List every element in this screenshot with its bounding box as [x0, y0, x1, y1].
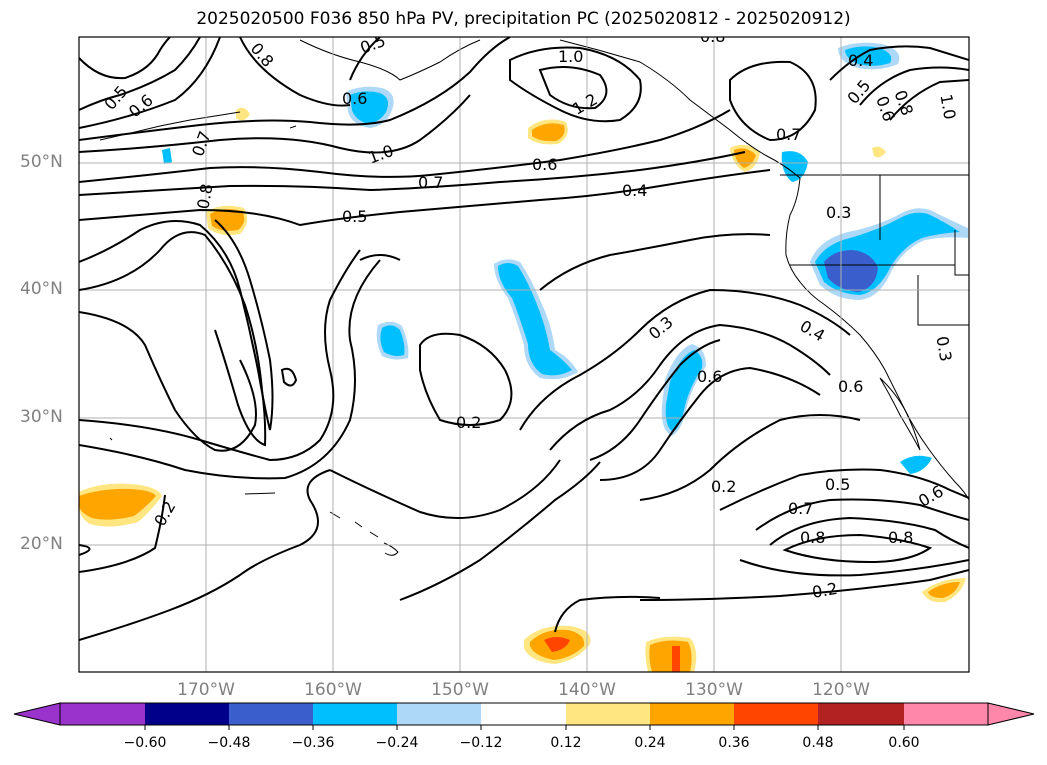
- colorbar-segment: [650, 703, 734, 725]
- colorbar-tick-label: −0.48: [207, 735, 251, 751]
- colorbar-segment: [397, 703, 481, 725]
- pv-contours: [79, 37, 969, 641]
- contour-label: 0.5: [342, 207, 367, 226]
- contour-label: 0.4: [848, 51, 873, 70]
- contour-label: 1.0: [936, 93, 959, 121]
- precip-negative-region: [900, 455, 932, 474]
- colorbar-segment: [145, 703, 229, 725]
- lon-label: 130°W: [685, 680, 743, 700]
- colorbar-segment: [904, 703, 988, 725]
- colorbar-tick-label: 0.48: [802, 735, 834, 751]
- contour-label: 0.2: [456, 413, 481, 432]
- contour-label: 0.6: [697, 367, 722, 386]
- contour-label: 0.6: [342, 89, 367, 108]
- contour-label: 0.8: [888, 528, 913, 547]
- colorbar-tick-label: −0.60: [123, 735, 167, 751]
- colorbar-tick-label: −0.12: [459, 735, 503, 751]
- precip-positive-region: [649, 640, 692, 672]
- precip-positive-region: [928, 582, 960, 598]
- precip-negative-region: [498, 263, 572, 376]
- lon-label: 160°W: [304, 680, 362, 700]
- precip-positive-region: [672, 646, 680, 672]
- precip-positive-region: [872, 146, 886, 158]
- precip-negative-region: [665, 350, 703, 432]
- coastlines: [99, 39, 969, 556]
- colorbar-segment: [818, 703, 904, 725]
- contour-label: 0.7: [418, 173, 443, 192]
- lat-label: 20°N: [20, 534, 63, 554]
- colorbar-tick-label: 0.12: [550, 735, 582, 751]
- colorbar-segment: [60, 703, 145, 725]
- colorbar-tick-label: 0.24: [634, 735, 666, 751]
- colorbar-segment: [481, 703, 566, 725]
- contour-label: 0.8: [700, 27, 725, 46]
- contour-label: 0.6: [532, 155, 557, 174]
- contour-label: 0.4: [622, 181, 647, 200]
- contour-label: 1.0: [558, 47, 583, 66]
- colorbar-outline: [59, 702, 989, 726]
- map-plot-area: 0.5 0.6 0.8 0.7 0.6 0.5 1.0 1.2 0.8 0.4 …: [79, 27, 969, 672]
- colorbar-segment: [229, 703, 313, 725]
- colorbar-segment: [313, 703, 397, 725]
- precip-positive-region: [79, 488, 156, 520]
- precip-negative-region: [781, 151, 808, 182]
- contour-label: 0.7: [788, 499, 813, 518]
- lon-label: 170°W: [177, 680, 235, 700]
- lon-label: 120°W: [812, 680, 870, 700]
- precip-positive-region: [236, 107, 250, 121]
- precip-shading: [79, 42, 968, 672]
- contour-label: 0.2: [811, 579, 839, 602]
- colorbar-tick-label: 0.60: [888, 735, 920, 751]
- precip-positive-region: [532, 123, 565, 142]
- lon-label: 150°W: [431, 680, 489, 700]
- map-title: 2025020500 F036 850 hPa PV, precipitatio…: [196, 9, 851, 29]
- colorbar-tick-label: 0.36: [718, 735, 750, 751]
- colorbar-extend-min: [13, 702, 61, 726]
- precip-negative-region: [380, 325, 405, 356]
- colorbar-extend-max: [987, 702, 1035, 726]
- colorbar-segment: [566, 703, 650, 725]
- contour-label: 0.3: [826, 203, 851, 222]
- precip-negative-region: [350, 91, 388, 124]
- plot-frame: [78, 36, 970, 673]
- colorbar: [13, 702, 1035, 730]
- precip-positive-region: [544, 637, 570, 652]
- colorbar-tick-label: −0.24: [375, 735, 419, 751]
- contour-label: 0.5: [825, 475, 850, 494]
- colorbar-tick-label: −0.36: [291, 735, 335, 751]
- precip-negative-region: [824, 250, 878, 292]
- contour-label: 0.8: [193, 182, 216, 210]
- precip-negative-region: [162, 148, 172, 164]
- contour-label: 0.6: [838, 377, 863, 396]
- contour-label: 0.3: [932, 335, 955, 363]
- precip-negative-region: [845, 46, 892, 66]
- contour-label: 0.7: [776, 125, 801, 144]
- lat-label: 40°N: [20, 279, 63, 299]
- lon-label: 140°W: [558, 680, 616, 700]
- contour-label: 0.2: [711, 477, 736, 496]
- lat-label: 30°N: [20, 407, 63, 427]
- gridlines: [79, 37, 969, 672]
- contour-label: 0.8: [800, 528, 825, 547]
- precip-positive-region: [210, 209, 245, 231]
- colorbar-segment: [734, 703, 818, 725]
- lat-label: 50°N: [20, 152, 63, 172]
